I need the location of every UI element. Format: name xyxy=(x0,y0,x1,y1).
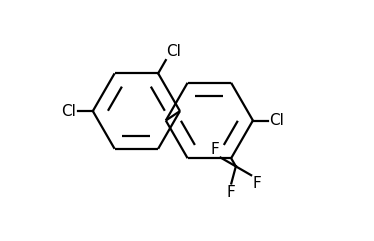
Text: F: F xyxy=(211,142,220,157)
Text: F: F xyxy=(227,185,236,200)
Text: F: F xyxy=(252,176,261,191)
Text: Cl: Cl xyxy=(269,113,284,128)
Text: Cl: Cl xyxy=(166,44,181,59)
Text: Cl: Cl xyxy=(61,104,76,119)
